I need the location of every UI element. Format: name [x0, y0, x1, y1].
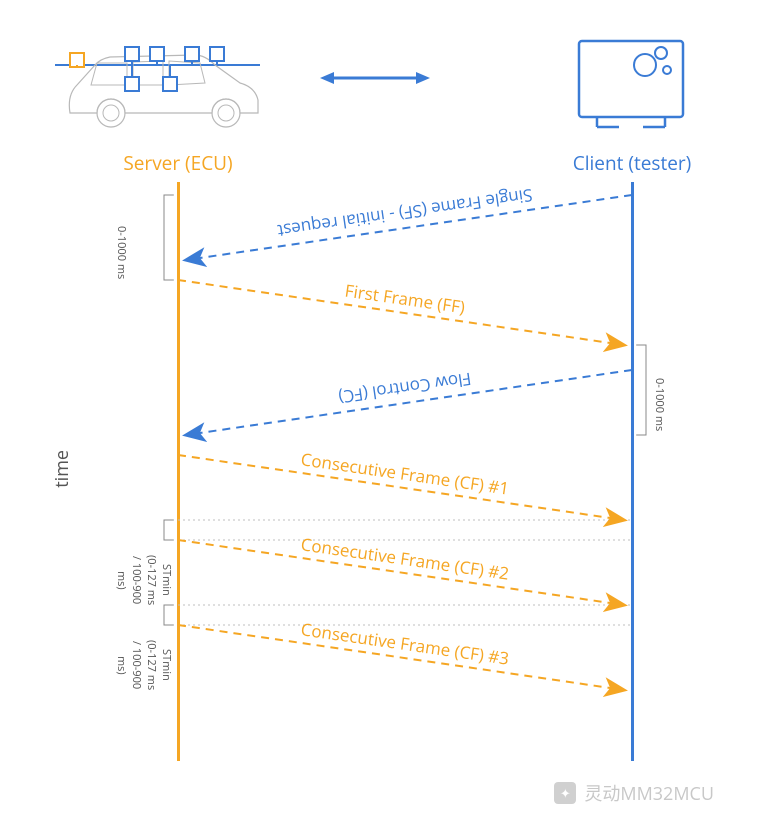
watermark-text: 灵动MM32MCU	[584, 780, 714, 806]
message-arrow	[186, 195, 632, 260]
message-arrow	[186, 370, 632, 435]
message-arrow	[178, 455, 624, 520]
bracket-label: 0-1000 ms	[652, 360, 667, 450]
message-arrow	[178, 625, 624, 690]
bracket-label: 0-1000 ms	[114, 208, 129, 298]
bracket-label: STmin (0-127 ms / 100-900 ms)	[114, 605, 174, 725]
message-arrow	[178, 280, 624, 345]
message-arrow	[178, 540, 624, 605]
wechat-icon: ✦	[554, 782, 576, 804]
sequence-diagram: Server (ECU) Client (tester) time Single…	[0, 0, 764, 821]
watermark: ✦ 灵动MM32MCU	[554, 780, 714, 806]
